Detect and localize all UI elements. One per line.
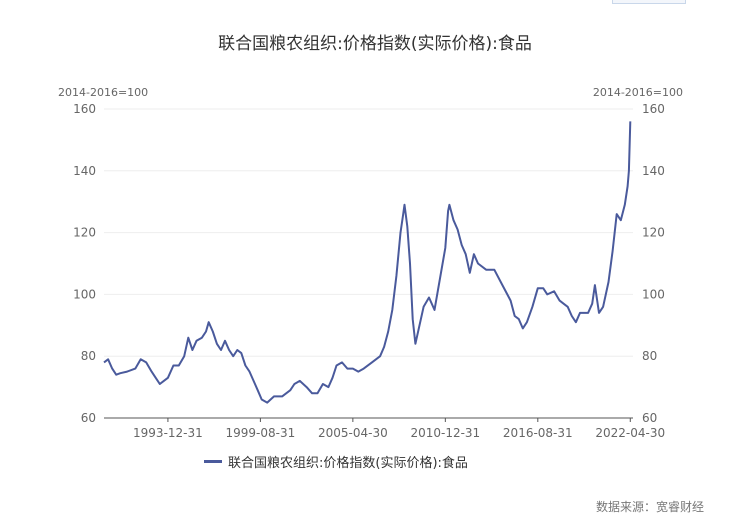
y-tick-label-left: 140 — [73, 164, 96, 178]
y-tick-label-right: 140 — [642, 164, 665, 178]
x-tick-label: 2010-12-31 — [410, 426, 480, 440]
y-tick-label-left: 60 — [81, 411, 96, 425]
right-axis-unit: 2014-2016=100 — [592, 86, 683, 99]
legend-label: 联合国粮农组织:价格指数(实际价格):食品 — [228, 456, 468, 471]
top-tab-indicator — [612, 0, 686, 4]
x-tick-label: 2022-04-30 — [595, 426, 665, 440]
x-tick-label: 2005-04-30 — [318, 426, 388, 440]
y-tick-label-left: 160 — [73, 102, 96, 116]
legend-swatch — [204, 460, 222, 463]
chart-title: 联合国粮农组织:价格指数(实际价格):食品 — [218, 34, 532, 54]
legend[interactable]: 联合国粮农组织:价格指数(实际价格):食品 — [204, 452, 468, 471]
y-tick-label-right: 60 — [642, 411, 657, 425]
x-tick-label: 1993-12-31 — [133, 426, 203, 440]
y-tick-label-right: 100 — [642, 287, 665, 301]
series-line — [103, 121, 632, 404]
x-tick-label: 1999-08-31 — [226, 426, 296, 440]
y-tick-label-left: 80 — [81, 349, 96, 363]
y-tick-label-left: 120 — [73, 226, 96, 240]
y-tick-label-right: 120 — [642, 226, 665, 240]
data-source: 数据来源：宽睿财经 — [595, 500, 704, 514]
left-axis-unit: 2014-2016=100 — [58, 86, 149, 99]
y-tick-label-left: 100 — [73, 287, 96, 301]
x-tick-label: 2016-08-31 — [503, 426, 573, 440]
y-tick-label-right: 160 — [642, 102, 665, 116]
y-tick-label-right: 80 — [642, 349, 657, 363]
